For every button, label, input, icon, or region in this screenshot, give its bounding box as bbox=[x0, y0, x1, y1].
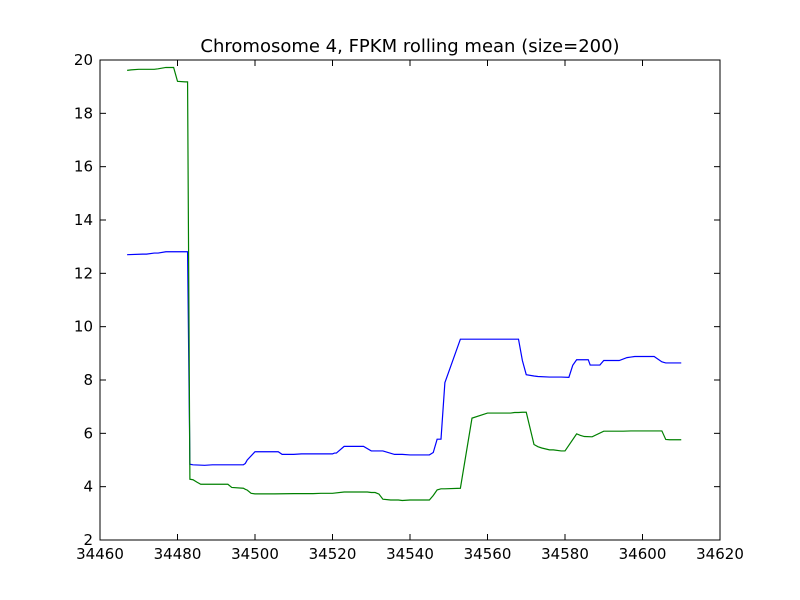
y-tick-label: 8 bbox=[83, 371, 93, 389]
x-tick-label: 34560 bbox=[464, 545, 512, 563]
x-tick-label: 34500 bbox=[231, 545, 279, 563]
plot-area-frame bbox=[99, 59, 721, 541]
y-tick-label: 20 bbox=[74, 51, 93, 69]
y-tick-label: 6 bbox=[83, 424, 93, 442]
x-tick-label: 34480 bbox=[154, 545, 202, 563]
y-tick-label: 2 bbox=[83, 531, 93, 549]
x-tick-label: 34520 bbox=[309, 545, 357, 563]
y-tick-label: 16 bbox=[74, 158, 93, 176]
series-line-2 bbox=[127, 66, 682, 502]
ticks-layer: 34460 34480 34500 34520 34540 34560 34580 34600… bbox=[74, 51, 744, 563]
series-line-1 bbox=[127, 251, 682, 466]
series-layer bbox=[127, 66, 682, 502]
y-tick-label: 12 bbox=[74, 264, 93, 282]
x-tick-label: 34600 bbox=[619, 545, 667, 563]
y-tick-label: 10 bbox=[74, 318, 93, 336]
x-tick-label: 34620 bbox=[696, 545, 744, 563]
x-tick-label: 34580 bbox=[541, 545, 589, 563]
y-tick-label: 4 bbox=[83, 478, 93, 496]
x-tick-label: 34540 bbox=[386, 545, 434, 563]
y-tick-label: 18 bbox=[74, 104, 93, 122]
y-tick-label: 14 bbox=[74, 211, 93, 229]
x-tick-label: 34460 bbox=[76, 545, 124, 563]
chart-title: Chromosome 4, FPKM rolling mean (size=20… bbox=[200, 36, 619, 57]
